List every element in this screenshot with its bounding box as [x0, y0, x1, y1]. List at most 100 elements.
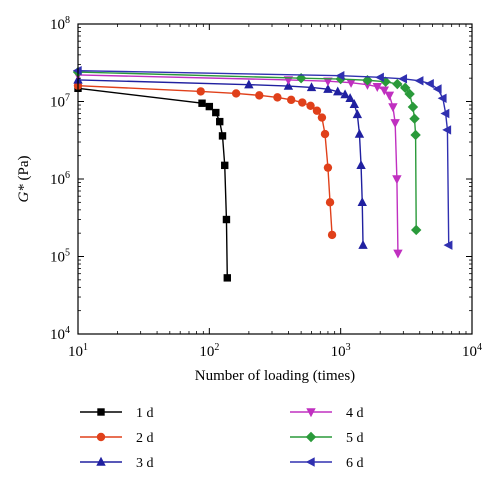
data-point — [72, 65, 82, 76]
series-line — [77, 69, 450, 246]
data-point — [358, 239, 368, 249]
data-point — [392, 175, 402, 185]
legend-marker — [97, 408, 105, 416]
data-point — [388, 103, 398, 113]
y-tick-label: 106 — [50, 170, 70, 188]
legend-label: 4 d — [346, 406, 364, 421]
data-point — [196, 87, 205, 96]
data-point — [306, 101, 315, 111]
data-point — [286, 95, 296, 105]
legend-label: 1 d — [136, 406, 154, 421]
data-point — [345, 93, 355, 102]
legend-marker — [96, 432, 106, 442]
legend-item: 5 d — [290, 431, 364, 446]
legend-marker — [96, 456, 106, 466]
data-point — [354, 128, 365, 138]
legend: 1 d 2 d 3 d 4 d 5 d 6 d — [80, 406, 364, 471]
series-layer — [72, 65, 453, 282]
data-point — [399, 82, 411, 94]
data-point — [212, 108, 220, 117]
series-line — [77, 71, 417, 230]
data-point — [375, 72, 384, 83]
data-point — [323, 77, 333, 87]
legend-item: 2 d — [80, 431, 154, 446]
data-point — [312, 106, 322, 115]
data-point — [390, 119, 400, 129]
legend-item: 4 d — [290, 406, 364, 421]
y-axis-label: G* (Pa) — [16, 155, 32, 202]
legend-item: 1 d — [80, 406, 154, 421]
legend-marker — [305, 457, 315, 467]
data-point — [317, 113, 327, 122]
series-6 — [72, 65, 453, 250]
series-3 — [73, 74, 368, 249]
data-point — [198, 99, 206, 107]
legend-marker — [306, 408, 316, 418]
y-tick-label: 104 — [50, 325, 70, 343]
data-point — [407, 101, 419, 113]
data-point — [223, 274, 231, 282]
data-point — [398, 74, 408, 84]
data-point — [283, 80, 294, 90]
x-tick-label: 104 — [462, 342, 482, 360]
data-point — [356, 160, 366, 170]
data-point — [273, 93, 282, 102]
legend-label: 6 d — [346, 456, 364, 471]
axes-layer: 101 102 103 104 104 105 106 107 108 — [50, 15, 482, 360]
data-point — [320, 129, 330, 139]
data-point — [379, 86, 390, 96]
series-5 — [72, 66, 422, 236]
data-point — [440, 108, 450, 119]
legend-label: 3 d — [136, 456, 154, 471]
data-point — [384, 91, 395, 101]
data-point — [404, 88, 415, 100]
data-point — [325, 198, 335, 207]
data-point — [442, 125, 452, 135]
legend-marker — [305, 431, 317, 443]
data-point — [432, 84, 442, 94]
data-point — [437, 93, 447, 103]
legend-label: 5 d — [346, 431, 364, 446]
data-point — [409, 113, 420, 124]
data-point — [335, 71, 345, 81]
data-point — [333, 86, 343, 96]
data-point — [372, 83, 382, 92]
data-point — [362, 75, 373, 86]
y-tick-label: 108 — [50, 15, 70, 33]
data-point — [327, 230, 337, 240]
data-point — [443, 240, 453, 250]
series-line — [77, 84, 333, 235]
series-line — [77, 79, 364, 246]
data-point — [346, 78, 356, 88]
data-point — [349, 99, 359, 109]
y-tick-label: 107 — [50, 93, 70, 111]
legend-item: 6 d — [290, 456, 364, 471]
data-point — [411, 224, 422, 236]
data-point — [205, 102, 214, 111]
data-point — [231, 89, 241, 98]
data-point — [323, 84, 333, 93]
data-point — [218, 132, 227, 140]
series-line — [77, 87, 228, 278]
series-1 — [74, 84, 231, 282]
plot-frame — [77, 23, 473, 335]
y-tick-label: 105 — [50, 248, 70, 266]
x-axis-label: Number of loading (times) — [195, 368, 355, 384]
data-point — [392, 78, 403, 90]
data-point — [216, 117, 224, 126]
data-point — [352, 109, 363, 119]
data-point — [357, 197, 367, 207]
data-point — [244, 79, 254, 89]
data-point — [323, 163, 333, 172]
data-point — [255, 91, 264, 100]
data-point — [222, 215, 231, 224]
data-point — [410, 129, 421, 141]
data-point — [306, 82, 317, 92]
data-point — [424, 78, 434, 89]
legend-item: 3 d — [80, 456, 154, 471]
series-2 — [73, 81, 337, 240]
data-point — [393, 249, 403, 259]
data-point — [414, 76, 424, 86]
x-tick-label: 102 — [199, 342, 219, 360]
